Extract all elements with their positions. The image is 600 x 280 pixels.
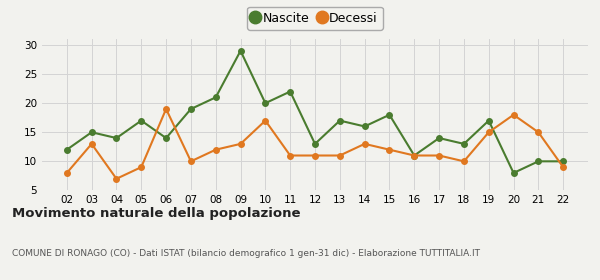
Decessi <box>262 119 269 122</box>
Nascite <box>485 119 493 122</box>
Nascite <box>187 107 194 111</box>
Nascite <box>560 160 567 163</box>
Nascite <box>311 142 319 146</box>
Decessi <box>63 171 70 175</box>
Decessi <box>336 154 343 157</box>
Nascite <box>262 101 269 105</box>
Nascite <box>386 113 393 116</box>
Decessi <box>361 142 368 146</box>
Decessi <box>510 113 517 116</box>
Nascite <box>410 154 418 157</box>
Decessi <box>88 142 95 146</box>
Nascite <box>237 49 244 53</box>
Text: COMUNE DI RONAGO (CO) - Dati ISTAT (bilancio demografico 1 gen-31 dic) - Elabora: COMUNE DI RONAGO (CO) - Dati ISTAT (bila… <box>12 249 480 258</box>
Nascite <box>361 125 368 128</box>
Nascite <box>510 171 517 175</box>
Nascite <box>63 148 70 151</box>
Nascite <box>460 142 467 146</box>
Nascite <box>113 136 120 140</box>
Nascite <box>336 119 343 122</box>
Nascite <box>535 160 542 163</box>
Decessi <box>560 165 567 169</box>
Line: Decessi: Decessi <box>64 106 566 181</box>
Decessi <box>485 130 493 134</box>
Nascite <box>88 130 95 134</box>
Decessi <box>410 154 418 157</box>
Text: Movimento naturale della popolazione: Movimento naturale della popolazione <box>12 207 301 220</box>
Nascite <box>436 136 443 140</box>
Decessi <box>535 130 542 134</box>
Line: Nascite: Nascite <box>64 48 566 176</box>
Decessi <box>113 177 120 180</box>
Nascite <box>137 119 145 122</box>
Decessi <box>237 142 244 146</box>
Decessi <box>137 165 145 169</box>
Nascite <box>212 96 220 99</box>
Decessi <box>212 148 220 151</box>
Decessi <box>287 154 294 157</box>
Decessi <box>163 107 170 111</box>
Decessi <box>311 154 319 157</box>
Decessi <box>460 160 467 163</box>
Decessi <box>386 148 393 151</box>
Legend: Nascite, Decessi: Nascite, Decessi <box>247 7 383 30</box>
Decessi <box>436 154 443 157</box>
Nascite <box>163 136 170 140</box>
Decessi <box>187 160 194 163</box>
Nascite <box>287 90 294 93</box>
